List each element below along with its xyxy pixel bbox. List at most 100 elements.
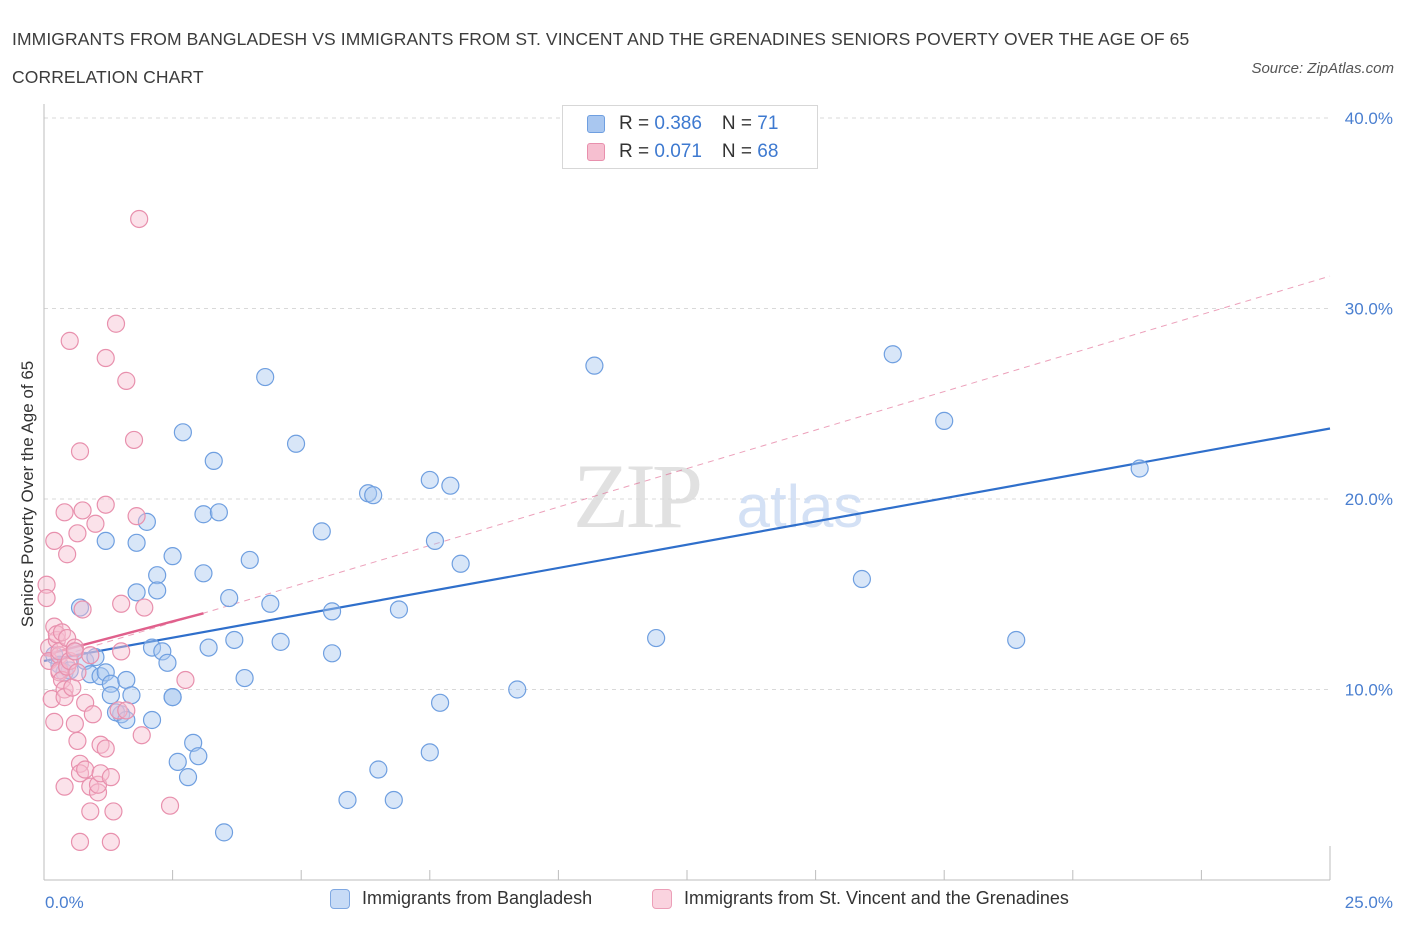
legend-r-label: R = [619, 141, 655, 162]
point-stvincent [130, 209, 149, 229]
point-bangladesh [312, 522, 331, 541]
point-stvincent [112, 642, 131, 661]
y-tick-label: 30.0% [1345, 300, 1393, 319]
point-stvincent [96, 495, 115, 514]
point-stvincent [132, 726, 151, 745]
point-bangladesh [338, 790, 357, 810]
point-bangladesh [209, 503, 228, 522]
point-bangladesh [852, 569, 871, 589]
point-bangladesh [441, 476, 460, 495]
legend-n-label: N = [721, 113, 758, 134]
point-stvincent [60, 331, 79, 350]
trend-line-stvincent-extended [43, 275, 1331, 662]
y-axis-title: Seniors Poverty Over the Age of 65 [18, 361, 37, 627]
point-bangladesh [178, 768, 198, 787]
point-stvincent [73, 501, 92, 520]
point-stvincent [109, 701, 128, 720]
point-bangladesh [322, 602, 342, 621]
point-bangladesh [256, 367, 275, 387]
legend-row-stvincent: R = 0.071 N = 68 [587, 140, 778, 164]
point-stvincent [70, 442, 90, 461]
legend-row-bangladesh: R = 0.386 N = 71 [587, 112, 778, 136]
trend-line-bangladesh [43, 427, 1331, 663]
source-label: Source: ZipAtlas.com [1251, 60, 1394, 77]
point-stvincent [37, 575, 56, 594]
point-stvincent [58, 628, 77, 648]
point-bangladesh [148, 581, 167, 600]
point-stvincent [45, 531, 64, 551]
point-bangladesh [261, 594, 280, 613]
point-bangladesh [425, 531, 445, 551]
point-bangladesh [148, 566, 167, 585]
y-tick-label: 10.0% [1345, 681, 1393, 700]
point-bangladesh [122, 686, 141, 705]
point-bangladesh [117, 670, 136, 690]
gridlines [44, 117, 1330, 690]
legend-r-value: 0.386 [654, 113, 702, 134]
point-bangladesh [127, 583, 146, 602]
point-bangladesh [1130, 459, 1149, 478]
point-stvincent [55, 503, 74, 522]
point-bangladesh [240, 550, 259, 570]
point-bangladesh [225, 630, 244, 650]
point-bangladesh [184, 733, 203, 752]
point-stvincent [65, 638, 84, 657]
point-stvincent [81, 646, 100, 665]
point-bangladesh [204, 451, 223, 470]
point-bangladesh [364, 486, 383, 505]
x-tick-label: 25.0% [1345, 893, 1393, 912]
point-bangladesh [173, 423, 192, 442]
point-bangladesh [117, 710, 136, 730]
point-bangladesh [158, 653, 177, 672]
point-stvincent [65, 714, 84, 733]
point-bangladesh [508, 680, 527, 699]
point-stvincent [101, 832, 120, 852]
series-legend-swatch-blue [330, 888, 350, 909]
point-bangladesh [96, 531, 115, 551]
point-bangladesh [430, 693, 450, 712]
point-stvincent [81, 802, 100, 821]
point-bangladesh [96, 663, 115, 682]
data-points [37, 209, 1149, 852]
point-bangladesh [101, 686, 120, 705]
point-bangladesh [420, 470, 439, 490]
point-stvincent [112, 594, 131, 613]
point-stvincent [68, 663, 87, 682]
point-stvincent [127, 507, 146, 526]
point-stvincent [91, 764, 110, 783]
point-bangladesh [214, 823, 234, 842]
point-bangladesh [194, 564, 213, 583]
watermark-zip: ZIP [573, 445, 700, 547]
legend-r-value: 0.071 [654, 141, 702, 162]
series-legend: Immigrants from Bangladesh Immigrants fr… [0, 888, 1406, 916]
point-stvincent [160, 796, 180, 815]
point-bangladesh [451, 554, 470, 573]
point-bangladesh [153, 642, 172, 661]
point-bangladesh [322, 644, 342, 663]
point-bangladesh [286, 434, 306, 453]
point-stvincent [86, 514, 105, 533]
tick-labels: 10.0% 20.0% 30.0% 40.0% 0.0% 25.0% [45, 109, 1393, 912]
series-legend-label: Immigrants from St. Vincent and the Gren… [684, 888, 1069, 908]
point-stvincent [70, 832, 90, 852]
point-bangladesh [189, 747, 208, 766]
point-stvincent [68, 731, 87, 751]
series-legend-swatch-pink [652, 888, 672, 909]
axes [43, 104, 1331, 881]
point-bangladesh [127, 533, 146, 552]
point-bangladesh [935, 411, 954, 430]
point-bangladesh [271, 632, 290, 651]
point-bangladesh [235, 668, 254, 688]
point-stvincent [40, 638, 59, 657]
point-bangladesh [389, 600, 409, 619]
point-stvincent [58, 545, 77, 564]
y-tick-label: 40.0% [1345, 109, 1393, 128]
point-stvincent [65, 642, 84, 661]
point-stvincent [101, 768, 120, 787]
point-bangladesh [1007, 630, 1026, 650]
point-bangladesh [883, 345, 902, 364]
point-bangladesh [163, 688, 182, 707]
trend-lines [43, 275, 1331, 663]
point-stvincent [45, 712, 64, 731]
